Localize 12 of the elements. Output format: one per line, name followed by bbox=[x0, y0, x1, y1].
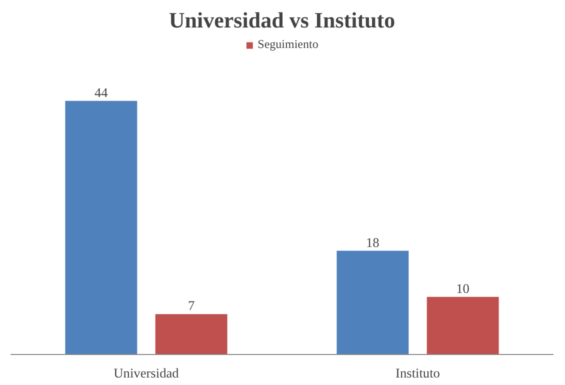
bar bbox=[65, 100, 138, 354]
bar bbox=[155, 314, 228, 354]
bar bbox=[426, 296, 499, 354]
x-tick-label: Instituto bbox=[396, 366, 440, 380]
chart-title: Universidad vs Instituto bbox=[168, 8, 396, 32]
x-tick-label: Universidad bbox=[114, 366, 180, 380]
legend-label: Seguimiento bbox=[258, 37, 318, 52]
data-label: 18 bbox=[366, 234, 380, 250]
data-label: 44 bbox=[94, 84, 108, 100]
data-label: 10 bbox=[456, 280, 470, 296]
data-label: 7 bbox=[188, 298, 195, 314]
bar bbox=[336, 250, 409, 354]
